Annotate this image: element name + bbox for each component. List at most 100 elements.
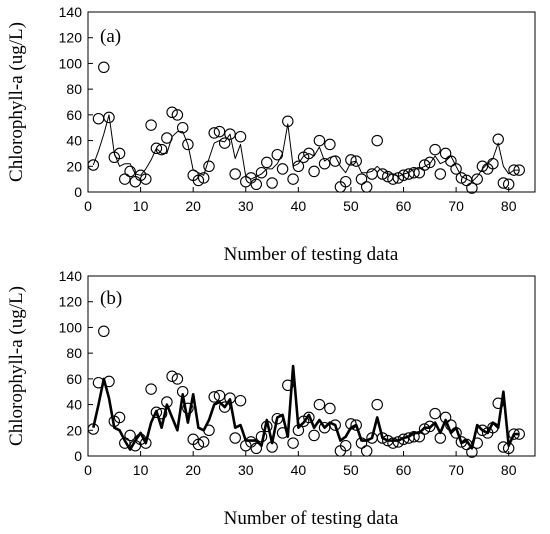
observed-point bbox=[471, 173, 483, 185]
x-tick-label: 40 bbox=[291, 462, 307, 478]
observed-point bbox=[424, 420, 436, 433]
observed-point bbox=[234, 130, 247, 143]
observed-point bbox=[87, 159, 100, 171]
observed-point bbox=[182, 402, 194, 415]
y-tick-label: 20 bbox=[66, 422, 82, 438]
axis-ticks-b: 0 20 40 60 80 100 120 140 0 10 20 30 40 50 60 70 80 bbox=[59, 268, 517, 478]
observed-point bbox=[208, 127, 220, 139]
observed-point bbox=[224, 392, 236, 404]
observed-point bbox=[145, 119, 157, 131]
observed-point bbox=[329, 155, 341, 167]
observed-point bbox=[492, 133, 504, 146]
observed-point bbox=[150, 406, 163, 419]
observed-point bbox=[455, 172, 468, 184]
observed-point bbox=[276, 427, 289, 439]
observed-point bbox=[455, 436, 468, 448]
observed-point bbox=[350, 419, 362, 431]
observed-point bbox=[276, 163, 289, 175]
observed-point bbox=[150, 142, 163, 155]
observed-point bbox=[502, 178, 515, 191]
observed-point bbox=[287, 173, 299, 185]
observed-point bbox=[434, 168, 447, 180]
observed-point bbox=[250, 442, 263, 455]
observed-point bbox=[371, 134, 383, 147]
y-axis-label-a: Chlorophyll-a (ug/L) bbox=[6, 22, 27, 182]
observed-point bbox=[376, 432, 389, 444]
observed-point bbox=[318, 157, 331, 170]
observed-point bbox=[92, 112, 105, 125]
observed-point bbox=[471, 437, 483, 449]
observed-point bbox=[434, 432, 447, 444]
observed-point bbox=[513, 428, 525, 440]
observed-point bbox=[271, 412, 284, 425]
observed-point bbox=[282, 379, 294, 392]
plot-frame-a bbox=[87, 11, 536, 193]
y-tick-label: 120 bbox=[59, 294, 83, 310]
y-tick-label: 100 bbox=[59, 319, 83, 335]
observed-point bbox=[145, 383, 157, 395]
predicted-line-a bbox=[92, 114, 520, 183]
observed-point bbox=[387, 437, 399, 449]
observed-point bbox=[360, 445, 373, 457]
observed-point bbox=[103, 111, 115, 124]
observed-point bbox=[487, 421, 499, 434]
observed-point bbox=[166, 370, 178, 383]
observed-point bbox=[439, 411, 452, 424]
observed-point bbox=[218, 401, 231, 413]
observed-point bbox=[450, 163, 462, 175]
observed-point bbox=[124, 429, 136, 442]
observed-point bbox=[203, 160, 215, 173]
y-tick-label: 40 bbox=[66, 397, 82, 413]
observed-point bbox=[508, 428, 520, 440]
observed-point bbox=[155, 143, 168, 156]
observed-point bbox=[339, 439, 352, 452]
observed-point bbox=[476, 160, 489, 173]
observed-point bbox=[303, 411, 315, 424]
observed-point bbox=[303, 147, 315, 160]
observed-point bbox=[213, 125, 226, 138]
observed-point bbox=[161, 396, 173, 408]
observed-point bbox=[355, 437, 368, 449]
observed-point bbox=[271, 148, 284, 161]
observed-point bbox=[387, 173, 399, 185]
observed-point bbox=[292, 160, 305, 173]
plot-frame-b bbox=[87, 275, 536, 457]
observed-point bbox=[313, 134, 326, 147]
x-tick-label: 60 bbox=[396, 462, 412, 478]
observed-point bbox=[329, 419, 341, 431]
observed-point bbox=[392, 436, 405, 448]
x-tick-label: 80 bbox=[501, 198, 517, 214]
x-axis-label-b: Number of testing data bbox=[224, 508, 399, 529]
observed-point bbox=[429, 143, 441, 156]
x-tick-label: 10 bbox=[133, 462, 149, 478]
observed-point bbox=[287, 437, 299, 449]
x-tick-label: 10 bbox=[133, 198, 149, 214]
x-axis-label-a: Number of testing data bbox=[224, 244, 399, 265]
x-tick-label: 30 bbox=[238, 198, 254, 214]
x-tick-label: 40 bbox=[291, 198, 307, 214]
observed-point bbox=[497, 441, 510, 453]
observed-point bbox=[366, 432, 378, 444]
observed-point bbox=[318, 421, 331, 434]
panel-label-b: (b) bbox=[100, 288, 122, 309]
observed-point bbox=[360, 181, 373, 193]
observed-point bbox=[487, 157, 499, 170]
observed-point bbox=[155, 407, 168, 420]
observed-point bbox=[429, 407, 441, 420]
observed-point bbox=[350, 155, 362, 167]
x-tick-label: 20 bbox=[185, 198, 201, 214]
x-tick-label: 70 bbox=[448, 462, 464, 478]
observed-point bbox=[197, 436, 210, 448]
observed-point bbox=[255, 430, 268, 443]
observed-point bbox=[324, 138, 336, 151]
observed-point bbox=[418, 423, 431, 435]
y-tick-label: 60 bbox=[66, 371, 82, 387]
panel-label-a: (a) bbox=[100, 26, 121, 47]
observed-point bbox=[313, 398, 326, 411]
observed-point bbox=[466, 446, 478, 458]
x-tick-label: 70 bbox=[448, 198, 464, 214]
observed-point bbox=[182, 138, 194, 151]
x-tick-label: 50 bbox=[343, 198, 359, 214]
observed-point bbox=[418, 159, 431, 171]
